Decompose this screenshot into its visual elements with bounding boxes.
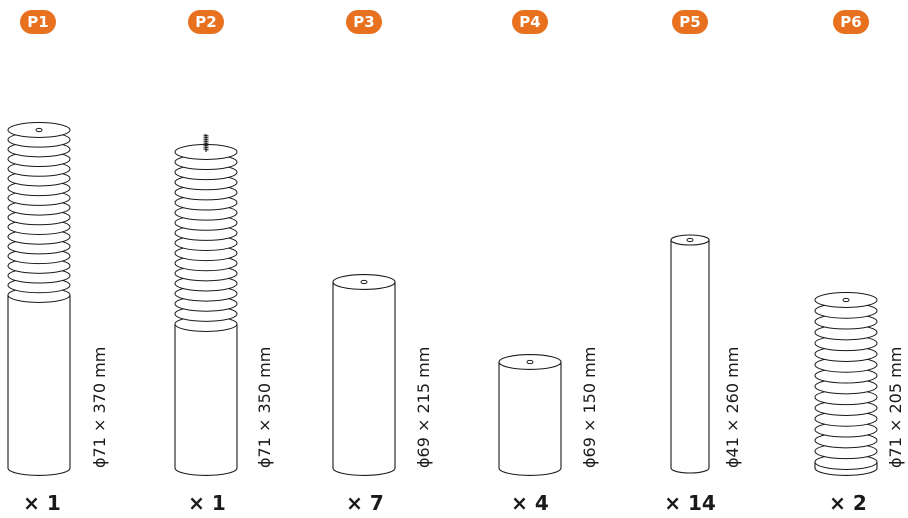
part-label: P3 (353, 13, 374, 31)
cylinder-body (498, 362, 562, 476)
cylinder-illustration (814, 292, 878, 476)
cylinder-illustration (670, 234, 710, 474)
part-label: P1 (27, 13, 48, 31)
cylinder-illustration (174, 134, 238, 476)
dimension-label: ϕ71 × 205 mm (886, 347, 905, 468)
quantity-label: × 14 (664, 491, 716, 515)
cylinder-top (332, 274, 396, 290)
quantity-label: × 1 (23, 491, 61, 515)
quantity-label: × 7 (346, 491, 384, 515)
part-label: P6 (840, 13, 861, 31)
screw-icon (203, 134, 209, 152)
cylinder-body (174, 324, 238, 476)
cylinder-body (332, 282, 396, 476)
cylinder-top (498, 354, 562, 370)
part-badge: P1 (20, 10, 56, 34)
ridge-disc (7, 122, 71, 138)
part-badge: P4 (512, 10, 548, 34)
cylinder-body (7, 295, 71, 476)
part-badge: P6 (833, 10, 869, 34)
part-label: P4 (519, 13, 540, 31)
part-p6: P6 ϕ71 × 205 mm × 2 (814, 10, 905, 515)
part-p4: P4 ϕ69 × 150 mm × 4 (498, 10, 599, 515)
cylinder-top (670, 234, 710, 246)
part-p2: P2 ϕ71 × 350 mm × 1 (174, 10, 274, 515)
part-badge: P3 (346, 10, 382, 34)
dimension-label: ϕ71 × 350 mm (255, 347, 274, 468)
part-badge: P5 (672, 10, 708, 34)
part-badge: P2 (188, 10, 224, 34)
center-hole (35, 127, 43, 133)
part-p1: P1 ϕ71 × 370 mm × 1 (7, 10, 109, 515)
ridge-disc (814, 292, 878, 308)
center-hole (526, 359, 534, 365)
cylinder-illustration (7, 122, 71, 476)
center-hole (842, 297, 850, 303)
dimension-label: ϕ69 × 150 mm (580, 347, 599, 468)
part-p3: P3 ϕ69 × 215 mm × 7 (332, 10, 433, 515)
part-label: P2 (195, 13, 216, 31)
quantity-label: × 2 (829, 491, 867, 515)
cylinder-illustration (498, 354, 562, 476)
center-hole (686, 237, 694, 243)
dimension-label: ϕ71 × 370 mm (90, 347, 109, 468)
quantity-label: × 4 (511, 491, 549, 515)
quantity-label: × 1 (188, 491, 226, 515)
part-p5: P5 ϕ41 × 260 mm × 14 (664, 10, 742, 515)
cylinder-body (670, 240, 710, 474)
center-hole (360, 279, 368, 285)
dimension-label: ϕ41 × 260 mm (723, 347, 742, 468)
part-label: P5 (679, 13, 700, 31)
dimension-label: ϕ69 × 215 mm (414, 347, 433, 468)
cylinder-illustration (332, 274, 396, 476)
